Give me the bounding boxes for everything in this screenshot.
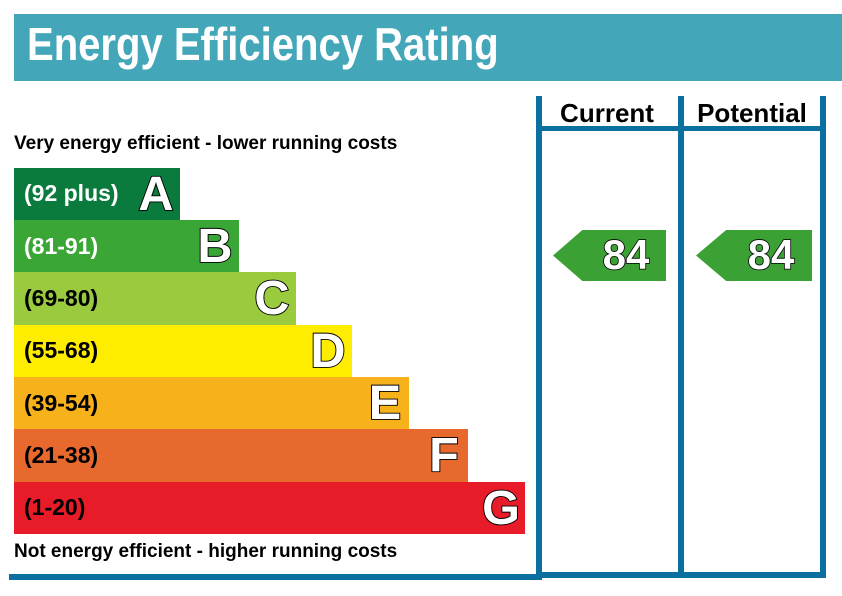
- svg-text:C: C: [254, 271, 289, 325]
- svg-text:B: B: [197, 219, 232, 273]
- svg-text:84: 84: [748, 231, 795, 278]
- svg-text:D: D: [310, 324, 345, 378]
- svg-text:A: A: [138, 167, 173, 221]
- svg-text:E: E: [369, 376, 401, 430]
- svg-text:F: F: [429, 428, 459, 482]
- svg-text:G: G: [482, 481, 520, 535]
- svg-text:84: 84: [603, 231, 650, 278]
